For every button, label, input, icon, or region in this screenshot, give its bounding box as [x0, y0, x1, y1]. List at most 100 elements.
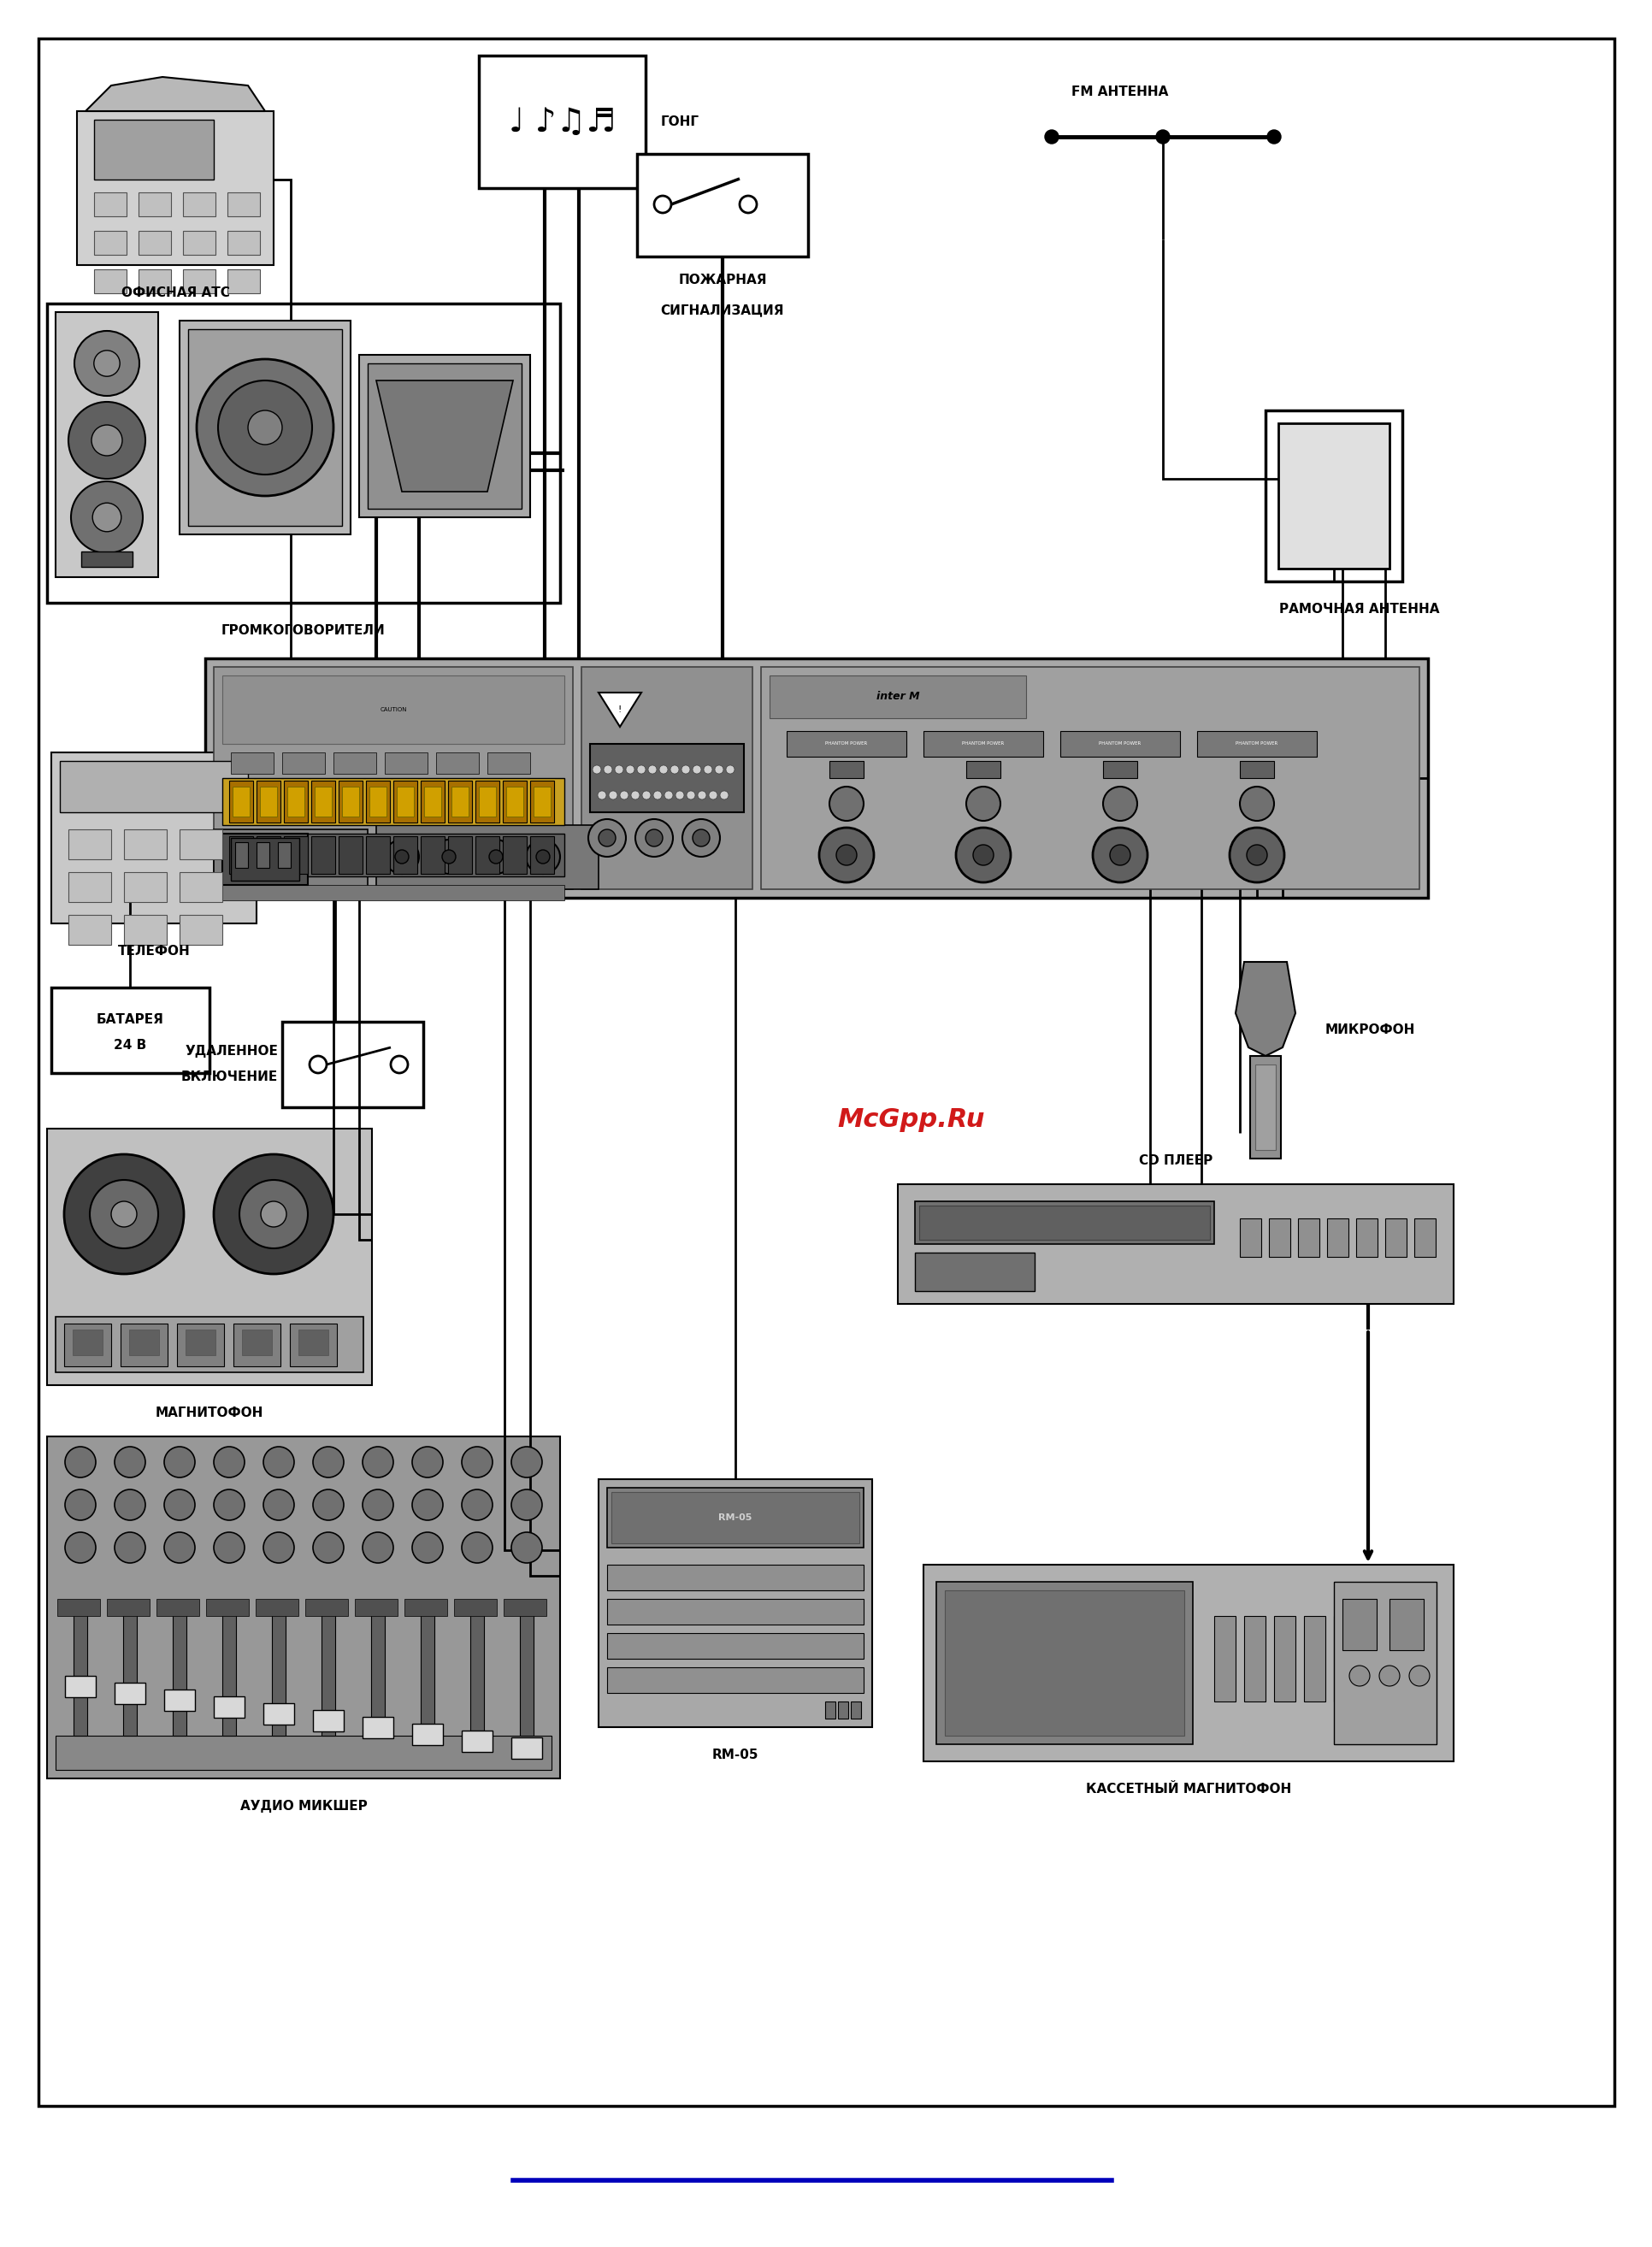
Circle shape: [692, 829, 709, 847]
Bar: [223, 834, 307, 885]
Circle shape: [164, 1490, 195, 1521]
Circle shape: [829, 786, 864, 820]
Bar: [487, 753, 530, 773]
Circle shape: [1348, 1665, 1370, 1685]
Text: ГРОМКОГОВОРИТЕЛИ: ГРОМКОГОВОРИТЕЛИ: [221, 625, 385, 636]
Bar: [183, 231, 215, 254]
Bar: [223, 676, 563, 744]
Bar: [64, 1676, 96, 1696]
Bar: [829, 762, 864, 777]
Bar: [476, 780, 499, 822]
Bar: [1196, 730, 1317, 757]
Bar: [530, 836, 553, 874]
Bar: [368, 786, 387, 816]
Circle shape: [461, 1490, 492, 1521]
Circle shape: [362, 1447, 393, 1479]
Bar: [230, 780, 253, 822]
Circle shape: [671, 766, 679, 773]
Bar: [205, 658, 1427, 899]
Bar: [411, 1723, 443, 1746]
Bar: [58, 1600, 101, 1616]
Text: ♩ ♪♫♬: ♩ ♪♫♬: [509, 106, 616, 137]
Circle shape: [664, 791, 672, 800]
Bar: [393, 836, 416, 874]
Text: СИГНАЛИЗАЦИЯ: СИГНАЛИЗАЦИЯ: [661, 303, 785, 317]
Bar: [530, 780, 553, 822]
Circle shape: [643, 791, 651, 800]
Circle shape: [1155, 130, 1170, 144]
Bar: [273, 1607, 286, 1735]
Text: RM-05: RM-05: [719, 1514, 752, 1521]
Circle shape: [411, 1490, 443, 1521]
Circle shape: [1108, 845, 1130, 865]
Bar: [173, 1607, 187, 1735]
Bar: [188, 328, 342, 526]
Bar: [183, 193, 215, 216]
Bar: [1389, 1600, 1422, 1649]
Circle shape: [588, 820, 626, 856]
Circle shape: [1102, 786, 1137, 820]
Bar: [124, 915, 167, 944]
Bar: [606, 1600, 864, 1625]
Text: PHANTOM POWER: PHANTOM POWER: [1236, 742, 1277, 746]
Bar: [1341, 1600, 1376, 1649]
Circle shape: [636, 766, 646, 773]
Circle shape: [74, 330, 139, 395]
Text: inter M: inter M: [876, 692, 919, 703]
Bar: [284, 780, 307, 822]
Bar: [915, 1202, 1214, 1245]
Bar: [590, 744, 743, 811]
Bar: [606, 1488, 864, 1548]
Circle shape: [461, 1532, 492, 1564]
Circle shape: [64, 1490, 96, 1521]
Circle shape: [362, 1490, 393, 1521]
Bar: [68, 915, 111, 944]
Bar: [448, 836, 472, 874]
Bar: [365, 836, 390, 874]
Circle shape: [263, 1532, 294, 1564]
Bar: [838, 1701, 847, 1719]
Bar: [915, 1252, 1034, 1292]
Bar: [284, 836, 307, 874]
Bar: [94, 119, 213, 180]
Bar: [51, 753, 256, 924]
Circle shape: [213, 1155, 334, 1274]
Circle shape: [461, 1447, 492, 1479]
Circle shape: [1246, 845, 1267, 865]
Bar: [94, 193, 127, 216]
Circle shape: [659, 766, 667, 773]
Bar: [339, 780, 362, 822]
Bar: [73, 1607, 88, 1735]
Bar: [1239, 762, 1274, 777]
Bar: [454, 1600, 497, 1616]
Bar: [1384, 1218, 1406, 1256]
Bar: [1274, 1616, 1295, 1701]
Bar: [923, 1564, 1452, 1762]
Bar: [322, 1607, 335, 1735]
Bar: [425, 786, 441, 816]
Bar: [177, 1323, 225, 1366]
Bar: [1414, 1218, 1436, 1256]
Bar: [94, 231, 127, 254]
Circle shape: [94, 351, 121, 377]
Bar: [1303, 1616, 1325, 1701]
Bar: [1363, 1616, 1384, 1701]
Circle shape: [111, 1202, 137, 1227]
Circle shape: [654, 195, 671, 213]
Circle shape: [309, 1056, 327, 1074]
Text: БАТАРЕЯ: БАТАРЕЯ: [96, 1013, 164, 1027]
Circle shape: [615, 766, 623, 773]
Circle shape: [598, 829, 615, 847]
Bar: [180, 829, 223, 858]
Bar: [334, 753, 377, 773]
Circle shape: [197, 360, 334, 497]
Bar: [46, 1436, 560, 1777]
Circle shape: [1267, 130, 1280, 144]
Bar: [421, 836, 444, 874]
Bar: [180, 915, 223, 944]
Circle shape: [114, 1532, 145, 1564]
Circle shape: [631, 791, 639, 800]
Text: McGрp.Ru: McGрp.Ru: [838, 1108, 985, 1132]
Bar: [510, 1737, 542, 1759]
Text: МАГНИТОФОН: МАГНИТОФОН: [155, 1407, 263, 1420]
